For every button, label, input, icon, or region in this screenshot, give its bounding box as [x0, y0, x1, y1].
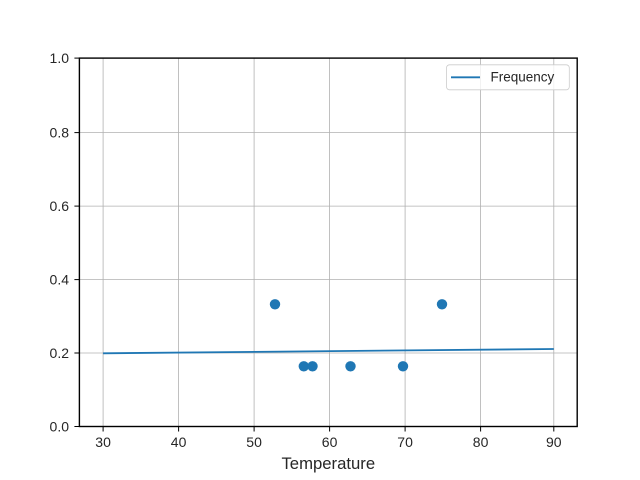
svg-text:Temperature: Temperature: [281, 454, 375, 473]
svg-text:0.0: 0.0: [50, 419, 70, 435]
svg-text:90: 90: [546, 434, 562, 450]
svg-text:Frequency: Frequency: [491, 70, 555, 85]
svg-text:30: 30: [95, 434, 111, 450]
svg-text:0.2: 0.2: [50, 345, 70, 361]
svg-text:1.0: 1.0: [50, 50, 70, 66]
svg-text:50: 50: [246, 434, 262, 450]
svg-text:70: 70: [397, 434, 413, 450]
svg-text:0.6: 0.6: [50, 198, 70, 214]
svg-text:80: 80: [473, 434, 489, 450]
svg-text:40: 40: [171, 434, 187, 450]
svg-text:0.8: 0.8: [50, 125, 70, 141]
svg-text:60: 60: [322, 434, 338, 450]
svg-text:0.4: 0.4: [50, 272, 70, 288]
